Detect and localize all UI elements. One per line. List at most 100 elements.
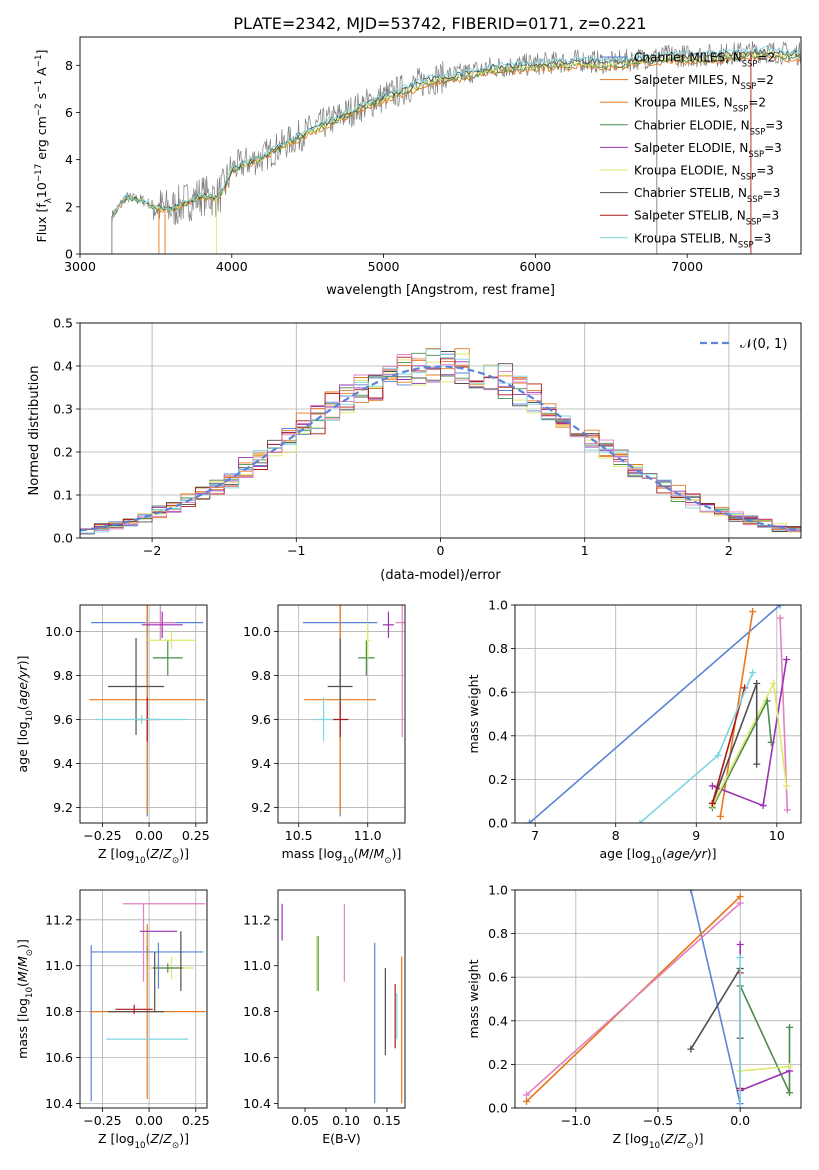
weight-line <box>525 902 741 1096</box>
weight-marker <box>770 679 778 687</box>
weight-marker <box>759 802 767 810</box>
y-tick-label: 9.6 <box>53 712 73 727</box>
x-tick-label: −2 <box>143 543 161 558</box>
spectrum-model-line <box>111 48 801 220</box>
y-tick-label: 0.2 <box>488 1057 508 1072</box>
spectrum-model-line <box>111 46 801 220</box>
y-tick-label: 10.6 <box>45 1050 73 1065</box>
weight-marker <box>687 890 695 894</box>
y-tick-label: 0 <box>65 247 73 262</box>
y-tick-label: 10.4 <box>45 1096 73 1111</box>
weight-marker <box>782 656 790 663</box>
x-tick-label: −1.0 <box>561 1113 591 1128</box>
y-tick-label: 10.6 <box>243 1050 271 1065</box>
y-tick-label: 10.0 <box>45 624 73 639</box>
x-axis-label: E(B-V) <box>322 1131 361 1146</box>
y-axis-label: mass weight <box>466 959 481 1038</box>
weight-marker <box>736 899 744 907</box>
x-tick-label: 8 <box>612 828 620 843</box>
legend-entry: Salpeter MILES, NSSP=2 <box>634 73 774 91</box>
y-tick-label: 9.2 <box>251 800 271 815</box>
histogram-step-line <box>80 348 801 534</box>
x-axis-label: Z [log10(Z/Z⊙)] <box>98 846 189 866</box>
y-tick-label: 0.0 <box>53 531 73 546</box>
x-axis-label: Z [log10(Z/Z⊙)] <box>613 1131 704 1151</box>
weight-marker <box>523 1097 531 1105</box>
y-tick-label: 10.0 <box>243 624 271 639</box>
weight-marker <box>785 1063 793 1071</box>
y-axis-label: Flux [fλ10−17 erg cm−2 s−1 A−1] <box>34 50 54 243</box>
x-tick-label: −0.25 <box>83 828 121 843</box>
y-tick-label: 11.0 <box>45 958 73 973</box>
weight-marker <box>749 669 757 677</box>
x-tick-label: 11.0 <box>354 828 382 843</box>
legend-entry: Kroupa STELIB, NSSP=3 <box>634 231 771 249</box>
y-tick-label: 10.8 <box>45 1004 73 1019</box>
weight-marker <box>716 812 724 820</box>
weight-marker <box>736 954 744 962</box>
panel-age_vs_mass: 10.5 11.0 9.2 9.4 9.6 9.8 10.0 mass [log10(M/M⊙… <box>243 604 406 866</box>
weight-marker <box>687 1045 695 1053</box>
y-tick-label: 11.2 <box>45 912 73 927</box>
x-tick-label: 2 <box>725 543 733 558</box>
weight-marker <box>785 1023 793 1031</box>
legend-entry: Kroupa ELODIE, NSSP=3 <box>634 164 774 182</box>
y-tick-label: 11.0 <box>243 958 271 973</box>
weight-marker <box>708 782 716 790</box>
y-tick-label: 6 <box>65 105 73 120</box>
weight-line <box>690 890 741 1104</box>
weight-marker <box>736 941 744 948</box>
y-axis-label: mass weight <box>466 674 481 753</box>
y-tick-label: 11.2 <box>243 912 271 927</box>
plot-area <box>526 605 791 823</box>
axes-frame <box>514 604 802 824</box>
legend-entry: Salpeter ELODIE, NSSP=3 <box>634 141 782 159</box>
panel-weight_vs_Z: −1.0 −0.5 0.0 0.0 0.2 0.4 0.6 0.8 1.0 Z [log10(Z/… <box>466 883 802 1151</box>
x-tick-label: 0 <box>437 543 445 558</box>
y-tick-label: 0.6 <box>488 970 508 985</box>
x-tick-label: −0.5 <box>643 1113 673 1128</box>
legend-entry: Chabrier MILES, NSSP=2 <box>634 51 775 69</box>
plot-area <box>523 890 793 1108</box>
y-tick-label: 9.8 <box>251 668 271 683</box>
y-tick-label: 1.0 <box>488 883 508 898</box>
panel-weight_vs_age: 7 8 9 10 0.0 0.2 0.4 0.6 0.8 1.0 age [log10(age/yr… <box>466 598 802 866</box>
weight-marker <box>708 799 716 807</box>
y-tick-label: 4 <box>65 152 73 167</box>
y-tick-label: 2 <box>65 199 73 214</box>
axes-frame <box>79 604 208 824</box>
x-tick-label: 0.0 <box>730 1113 750 1128</box>
weight-marker <box>785 1089 793 1097</box>
weight-marker <box>736 1104 744 1108</box>
normal-curve <box>80 365 801 532</box>
x-tick-label: 0.25 <box>182 1113 210 1128</box>
panel-mass_vs_ebv: 0.05 0.10 0.15 10.4 10.6 10.8 11.0 11.2 <box>243 889 406 1128</box>
weight-marker <box>753 760 761 768</box>
y-tick-label: 0.6 <box>488 685 508 700</box>
y-tick-label: 0.5 <box>53 316 73 331</box>
x-tick-label: −0.25 <box>83 1113 121 1128</box>
y-tick-label: 0.3 <box>53 402 73 417</box>
y-tick-label: 0.1 <box>53 488 73 503</box>
weight-marker <box>783 806 791 814</box>
plot-area <box>281 903 403 1104</box>
y-tick-label: 0.0 <box>488 1101 508 1116</box>
x-tick-label: 10 <box>769 828 785 843</box>
axes-frame <box>79 889 208 1109</box>
x-tick-label: 0.00 <box>135 1113 163 1128</box>
weight-marker <box>523 1091 531 1099</box>
y-tick-label: 0.8 <box>488 641 508 656</box>
x-tick-label: 0.25 <box>182 828 210 843</box>
histogram-step-line <box>80 356 801 530</box>
y-axis-label: mass [log10(M/M⊙)] <box>15 939 35 1059</box>
weight-line <box>528 605 781 823</box>
y-tick-label: 9.8 <box>53 668 73 683</box>
legend-entry: Chabrier ELODIE, NSSP=3 <box>634 118 783 136</box>
x-tick-label: 0.05 <box>291 1113 319 1128</box>
x-axis-label: mass [log10(M/M⊙)] <box>282 846 402 866</box>
x-tick-label: 7000 <box>671 259 703 274</box>
spectrum-model-line <box>111 52 801 221</box>
x-tick-label: 3000 <box>64 259 96 274</box>
legend-entry: Chabrier STELIB, NSSP=3 <box>634 186 780 204</box>
y-tick-label: 9.6 <box>251 712 271 727</box>
